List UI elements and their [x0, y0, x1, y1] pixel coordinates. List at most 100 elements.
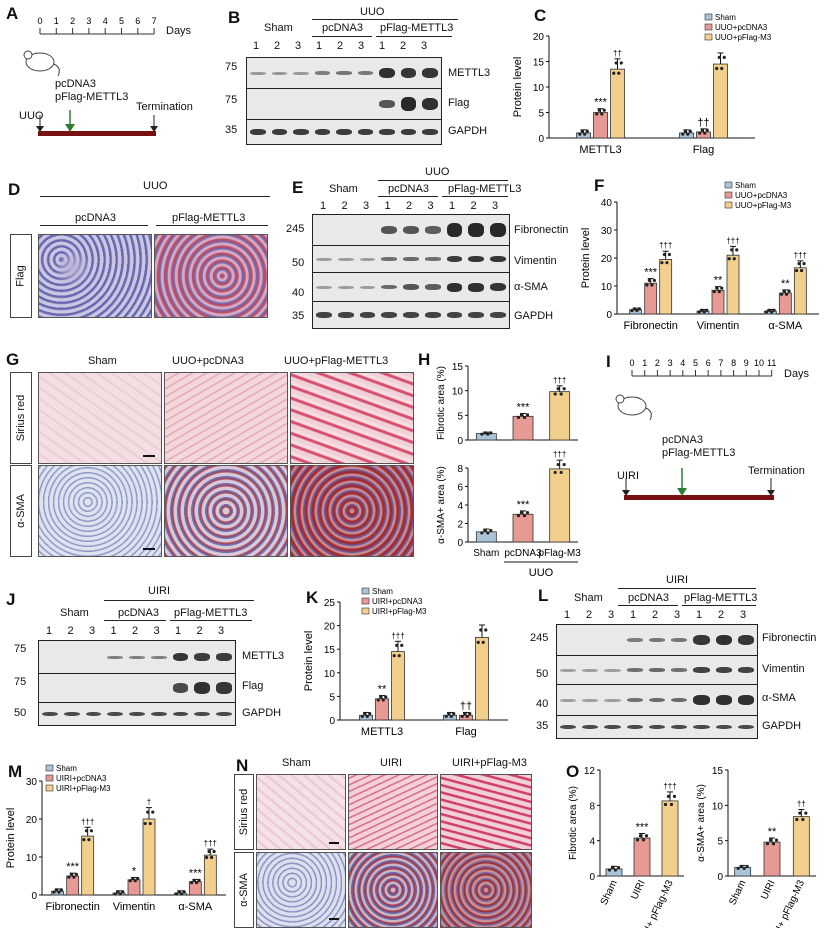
blot-gapdh: [312, 301, 510, 329]
blot-vimentin: [556, 655, 758, 685]
data-point: [522, 415, 527, 420]
blot-band: [648, 637, 666, 643]
panel-label-e: E: [292, 178, 304, 197]
micrograph-sirius-pflag: [440, 774, 532, 850]
blot-band: [446, 312, 463, 318]
treatment-label: pFlag-METTL3: [662, 447, 736, 459]
data-point: [481, 640, 485, 644]
blot-band: [172, 683, 189, 693]
micrograph-sirius-pcdna3: [164, 372, 288, 464]
data-point: [486, 531, 490, 535]
data-point: [602, 108, 606, 112]
data-point: [59, 888, 64, 892]
data-point: [635, 838, 640, 842]
micrograph-asma-pflag: [290, 465, 414, 557]
data-point: [489, 528, 493, 533]
data-point: [131, 876, 135, 881]
data-point: [368, 711, 372, 716]
y-tick-label: 15: [712, 766, 724, 777]
blot-band: [316, 257, 332, 261]
data-point: [87, 838, 91, 842]
data-point: [616, 866, 621, 870]
data-point: [637, 307, 642, 311]
data-point: [672, 794, 677, 799]
column-label: UIRI: [380, 757, 402, 769]
mouse-icon: [23, 50, 60, 77]
data-point: [703, 131, 707, 135]
data-point: [381, 698, 385, 702]
data-point: [720, 66, 724, 71]
data-point: [525, 510, 530, 515]
day-tick: 7: [718, 358, 723, 368]
blot-band: [693, 695, 710, 705]
data-point: [727, 257, 731, 261]
data-point: [698, 131, 702, 135]
data-point: [774, 838, 779, 842]
data-point: [363, 711, 367, 716]
group-label: pFlag-METTL3: [174, 607, 248, 619]
data-point: [519, 510, 524, 515]
protein-label: α-SMA: [762, 692, 796, 704]
blot-band: [715, 724, 732, 730]
termination-label: Termination: [748, 465, 805, 477]
blot-band: [424, 312, 441, 318]
data-point: [772, 308, 776, 312]
y-tick-label: 20: [324, 622, 336, 633]
timeline-bar: [38, 131, 156, 136]
mw-marker: 50: [14, 707, 27, 719]
blot-gapdh: [556, 715, 758, 739]
significance-mark: †††: [726, 236, 739, 245]
data-point: [516, 513, 521, 518]
y-tick-label: 20: [533, 32, 545, 43]
blot-band: [422, 67, 438, 79]
y-tick-label: 0: [717, 872, 723, 883]
day-tick: 2: [655, 358, 660, 368]
data-point: [597, 108, 601, 112]
data-point: [583, 132, 587, 136]
data-point: [483, 528, 487, 533]
y-tick-label: 10: [26, 853, 38, 864]
lane-number: 2: [470, 200, 477, 212]
y-axis-label: Protein level: [5, 808, 17, 869]
significance-mark: **: [768, 826, 777, 838]
lane-number: 2: [586, 609, 593, 621]
significance-mark: ***: [189, 867, 203, 879]
data-point: [136, 876, 140, 881]
termination-label: Termination: [136, 101, 193, 113]
data-point: [665, 261, 669, 265]
data-point: [562, 462, 566, 467]
blot-band: [381, 225, 398, 235]
bar: [81, 835, 95, 896]
y-tick-label: 10: [452, 387, 464, 398]
data-point: [797, 262, 801, 266]
blot-band: [626, 697, 643, 703]
panel-label-g: G: [6, 350, 20, 369]
column-label: pcDNA3: [75, 212, 116, 224]
data-point: [484, 628, 488, 632]
blot-band: [582, 668, 599, 672]
blot-band: [715, 667, 732, 673]
y-tick-label: 15: [324, 645, 336, 656]
lane-number: 3: [421, 40, 428, 52]
data-point: [688, 129, 692, 133]
data-point: [647, 278, 652, 283]
panel-label-c: C: [534, 6, 547, 25]
data-point: [400, 643, 404, 648]
panel-label-f: F: [594, 176, 605, 195]
panel-label-n: N: [236, 756, 249, 775]
day-tick: 6: [706, 358, 711, 368]
data-point: [72, 875, 76, 879]
category-label: Sham: [727, 879, 748, 907]
data-point: [449, 714, 453, 719]
mw-marker: 75: [225, 61, 238, 73]
y-tick-label: 15: [533, 58, 545, 69]
lane-number: 2: [652, 609, 659, 621]
category-label: Flag: [693, 144, 714, 156]
panel-label-m: M: [8, 762, 23, 781]
y-tick-label: 10: [324, 669, 336, 680]
significance-mark: †††: [204, 839, 217, 848]
data-point: [133, 879, 137, 883]
y-tick-label: 5: [329, 692, 335, 703]
bar: [711, 289, 725, 315]
data-point: [89, 829, 94, 833]
